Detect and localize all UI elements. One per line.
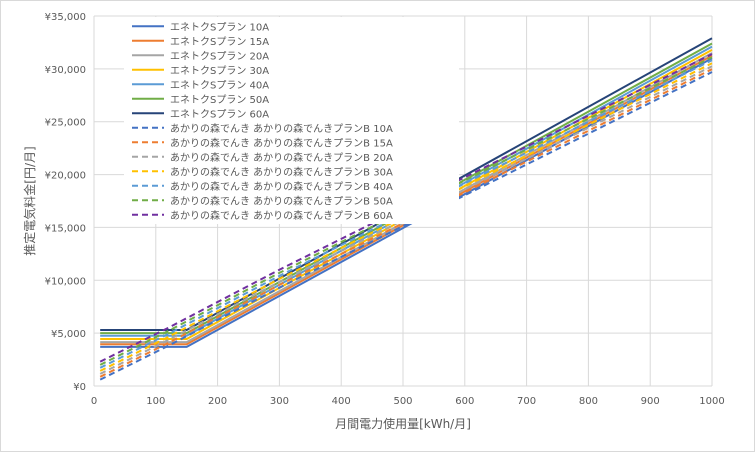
legend-label: エネトクSプラン 50A xyxy=(170,94,269,106)
legend-label: あかりの森でんき あかりの森でんきプランB 30A xyxy=(170,165,393,178)
legend-label: あかりの森でんき あかりの森でんきプランB 10A xyxy=(170,122,393,135)
series-line xyxy=(100,52,713,344)
series-line xyxy=(99,62,713,372)
legend-background xyxy=(124,17,459,224)
y-tick-label: ¥15,000 xyxy=(45,223,86,234)
x-tick-label: 100 xyxy=(146,396,165,407)
x-tick-label: 900 xyxy=(641,396,660,407)
legend-label: あかりの森でんき あかりの森でんきプランB 15A xyxy=(170,136,393,149)
y-tick-label: ¥30,000 xyxy=(45,65,86,76)
x-tick-label: 700 xyxy=(517,396,536,407)
x-tick-label: 800 xyxy=(579,396,598,407)
x-tick-label: 0 xyxy=(91,396,97,407)
x-tick-label: 300 xyxy=(270,396,289,407)
legend-label: エネトクSプラン 10A xyxy=(170,21,269,33)
series-line xyxy=(99,68,713,378)
x-axis-title: 月間電力使用量[kWh/月] xyxy=(335,416,471,431)
series-line xyxy=(99,71,713,381)
series-layer xyxy=(99,37,713,381)
legend-label: あかりの森でんき あかりの森でんきプランB 40A xyxy=(170,180,393,193)
legend-label: エネトクSプラン 60A xyxy=(170,108,269,120)
x-tick-label: 200 xyxy=(208,396,227,407)
series-line xyxy=(100,48,713,340)
y-tick-label: ¥25,000 xyxy=(45,118,86,129)
legend-label: エネトクSプラン 30A xyxy=(170,65,269,77)
x-tick-label: 400 xyxy=(332,396,351,407)
series-line xyxy=(99,65,713,375)
x-tick-label: 1000 xyxy=(699,396,724,407)
series-line xyxy=(99,56,713,366)
legend-label: エネトクSプラン 20A xyxy=(170,50,269,62)
x-tick-label: 600 xyxy=(455,396,474,407)
legend-label: あかりの森でんき あかりの森でんきプランB 50A xyxy=(170,194,393,207)
legend-label: あかりの森でんき あかりの森でんきプランB 20A xyxy=(170,151,393,164)
y-axis-title: 推定電気料金[円/月] xyxy=(22,146,37,255)
series-line xyxy=(99,59,713,369)
y-tick-label: ¥20,000 xyxy=(45,171,86,182)
series-line xyxy=(99,53,713,363)
y-tick-label: ¥35,000 xyxy=(45,12,86,23)
legend-label: あかりの森でんき あかりの森でんきプランB 60A xyxy=(170,209,393,222)
x-tick-label: 500 xyxy=(393,396,412,407)
legend: エネトクSプラン 10A エネトクSプラン 15A エネトクSプラン 20A エネトク… xyxy=(124,17,459,224)
series-line xyxy=(100,54,713,346)
series-line xyxy=(100,45,713,337)
series-line xyxy=(100,37,713,331)
legend-label: エネトクSプラン 40A xyxy=(170,79,269,91)
legend-label: エネトクSプラン 15A xyxy=(170,36,269,48)
y-tick-label: ¥5,000 xyxy=(51,329,86,340)
axis-layer: ¥0 ¥5,000 ¥10,000 ¥15,000 ¥20,000 ¥25,000 ¥30,… xyxy=(45,12,725,407)
y-tick-label: ¥0 xyxy=(73,382,86,393)
y-tick-label: ¥10,000 xyxy=(45,276,86,287)
series-line xyxy=(100,42,713,335)
